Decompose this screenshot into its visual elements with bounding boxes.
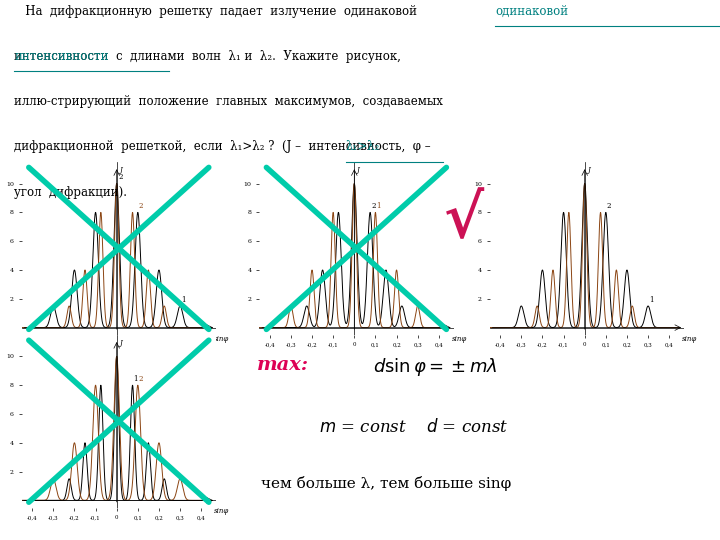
Text: 2: 2 — [139, 375, 143, 383]
Text: J: J — [356, 166, 359, 174]
Text: одинаковой: одинаковой — [495, 5, 569, 18]
Text: интенсивности: интенсивности — [14, 50, 109, 63]
Text: 2: 2 — [372, 202, 376, 210]
Text: J: J — [119, 339, 122, 347]
Text: чем больше λ, тем больше sinφ: чем больше λ, тем больше sinφ — [261, 476, 511, 491]
Text: 2: 2 — [119, 173, 123, 181]
Text: sinφ: sinφ — [451, 335, 467, 342]
Text: sinφ: sinφ — [682, 335, 697, 342]
Text: иллю-стрирующий  положение  главных  максимумов,  создаваемых: иллю-стрирующий положение главных максим… — [14, 95, 444, 108]
Text: sinφ: sinφ — [214, 335, 229, 342]
Text: интенсивности  с  длинами  волн  λ₁ и  λ₂.  Укажите  рисунок,: интенсивности с длинами волн λ₁ и λ₂. Ук… — [14, 50, 401, 63]
Text: 2: 2 — [139, 202, 143, 210]
Text: 1: 1 — [181, 296, 186, 303]
Text: $\it{m}$ = const    $\it{d}$ = const: $\it{m}$ = const $\it{d}$ = const — [319, 418, 508, 436]
Text: λ₁>λ₂: λ₁>λ₂ — [346, 140, 380, 153]
Text: J: J — [119, 166, 122, 174]
Text: дифракционной  решеткой,  если  λ₁>λ₂ ?  (J –  интенсивность,  φ –: дифракционной решеткой, если λ₁>λ₂ ? (J … — [14, 140, 431, 153]
Text: sinφ: sinφ — [214, 508, 229, 515]
Text: 2: 2 — [607, 202, 611, 210]
Text: max:: max: — [256, 355, 309, 374]
Text: 1: 1 — [377, 202, 381, 210]
Text: J: J — [587, 166, 590, 174]
Text: √: √ — [444, 191, 484, 252]
Text: 1: 1 — [649, 296, 654, 303]
Text: 1: 1 — [134, 375, 138, 383]
Text: На  дифракционную  решетку  падает  излучение  одинаковой: На дифракционную решетку падает излучени… — [14, 5, 418, 18]
Text: угол  дифракции).: угол дифракции). — [14, 186, 127, 199]
Text: $d\sin\varphi = \pm m\lambda$: $d\sin\varphi = \pm m\lambda$ — [372, 355, 497, 377]
